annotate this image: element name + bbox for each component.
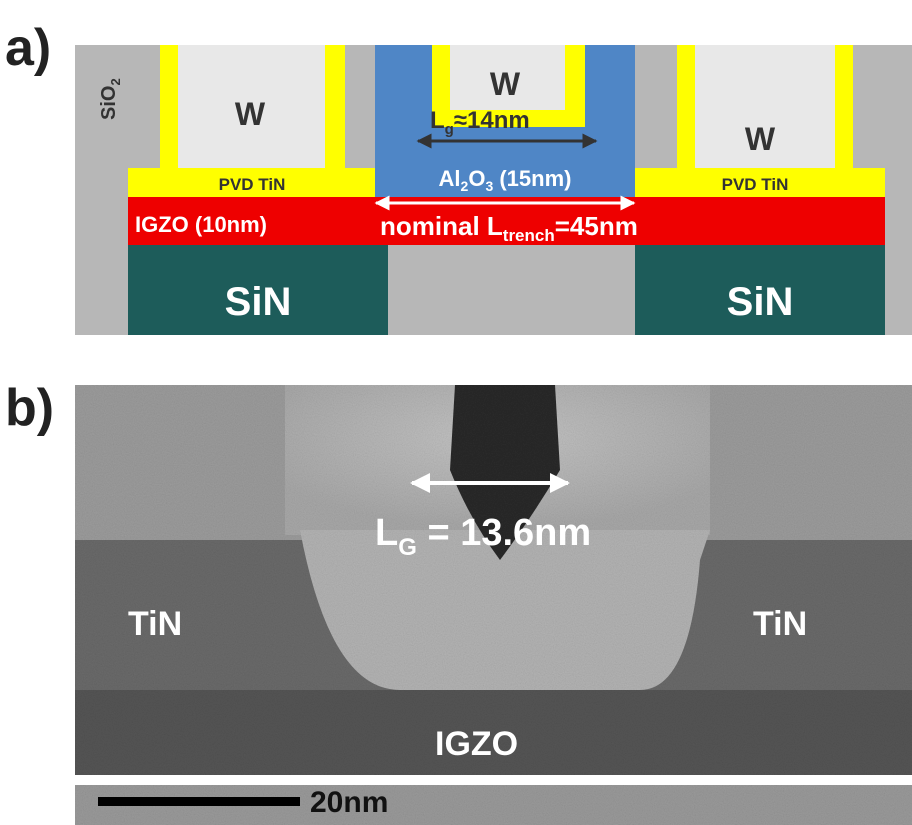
- tin-label: TiN: [128, 605, 182, 643]
- tin-label: TiN: [753, 605, 807, 643]
- w-label: W: [490, 66, 521, 102]
- scale-label: 20nm: [310, 786, 388, 819]
- pvd-label: PVD TiN: [219, 175, 286, 194]
- panel-label: a): [5, 19, 51, 77]
- sin-label: SiN: [727, 280, 794, 324]
- w-label: W: [235, 96, 266, 132]
- igzo-label: IGZO (10nm): [135, 212, 267, 237]
- figure: a) SiO2 W PVD TiN W PVD TiN W Lg≈14nm Al…: [0, 0, 912, 825]
- pvd-label: PVD TiN: [722, 175, 789, 194]
- scale-bar: [98, 797, 300, 806]
- panel-b: b) LG = 13.6nm TiN TiN IGZO 20nm: [5, 379, 912, 825]
- al2o3-label: Al2O3 (15nm): [439, 166, 572, 194]
- panel-a: a) SiO2 W PVD TiN W PVD TiN W Lg≈14nm Al…: [5, 19, 912, 335]
- w-label: W: [745, 121, 776, 157]
- igzo-label: IGZO: [435, 725, 518, 763]
- sin-label: SiN: [225, 280, 292, 324]
- panel-label: b): [5, 379, 54, 437]
